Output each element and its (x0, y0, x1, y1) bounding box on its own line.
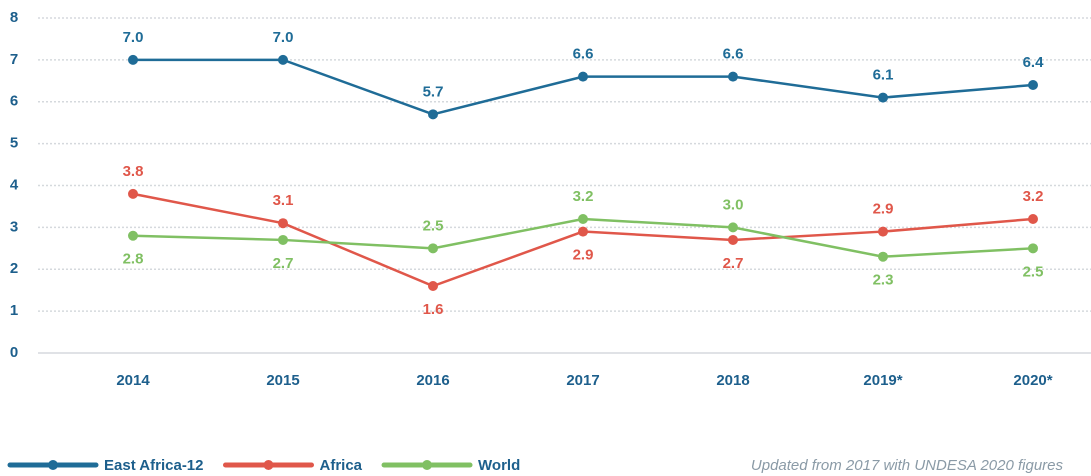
data-label: 2.5 (1023, 263, 1044, 280)
data-point (428, 281, 438, 291)
data-label: 2.3 (873, 272, 894, 289)
series-line (133, 58, 1034, 116)
data-label: 1.6 (423, 301, 444, 318)
data-label: 6.6 (573, 46, 594, 63)
data-label: 5.7 (423, 83, 444, 100)
data-point (278, 218, 288, 229)
data-point (728, 71, 738, 82)
data-point (128, 54, 138, 65)
data-point (578, 214, 588, 224)
y-tick-label: 4 (10, 176, 19, 193)
data-label: 7.0 (273, 29, 294, 46)
data-label: 3.2 (573, 188, 594, 205)
x-tick-label: 2016 (416, 372, 449, 389)
data-label: 6.6 (723, 46, 744, 63)
legend-marker (422, 460, 433, 470)
x-tick-label: 2018 (716, 372, 749, 389)
data-label: 2.9 (873, 201, 894, 218)
data-point (878, 226, 888, 237)
data-label: 2.8 (123, 251, 144, 268)
x-tick-label: 2017 (566, 372, 599, 389)
data-point (428, 243, 438, 254)
data-point (878, 92, 888, 103)
legend-label: Africa (320, 457, 363, 474)
y-tick-label: 3 (10, 218, 18, 235)
legend-marker (263, 460, 274, 470)
data-label: 6.4 (1023, 54, 1045, 71)
y-tick-label: 1 (10, 302, 18, 319)
data-point (728, 234, 738, 245)
data-label: 2.7 (273, 255, 294, 272)
data-point (128, 230, 138, 241)
data-label: 2.5 (423, 217, 444, 234)
x-tick-label: 2019* (863, 372, 902, 389)
data-point (278, 234, 288, 245)
data-label: 3.1 (273, 192, 294, 209)
data-label: 3.2 (1023, 188, 1044, 205)
data-label: 6.1 (873, 67, 894, 84)
data-point (578, 226, 588, 237)
data-label: 2.9 (573, 247, 594, 264)
data-point (878, 251, 888, 262)
data-point (1028, 214, 1038, 224)
data-point (728, 222, 738, 233)
y-tick-label: 5 (10, 135, 18, 152)
data-point (128, 188, 138, 199)
data-point (428, 109, 438, 120)
y-tick-label: 0 (10, 344, 18, 361)
data-label: 3.0 (723, 196, 744, 213)
data-label: 7.0 (123, 29, 144, 46)
x-tick-label: 2020* (1013, 372, 1052, 389)
legend-label: East Africa-12 (104, 457, 204, 474)
data-label: 3.8 (123, 163, 144, 180)
data-point (1028, 80, 1038, 90)
data-point (278, 54, 288, 65)
legend-label: World (478, 457, 520, 474)
footnote: Updated from 2017 with UNDESA 2020 figur… (751, 457, 1064, 474)
y-tick-label: 8 (10, 9, 18, 26)
data-label: 2.7 (723, 255, 744, 272)
y-tick-label: 6 (10, 93, 18, 110)
y-tick-label: 7 (10, 51, 18, 68)
x-tick-label: 2014 (116, 372, 150, 389)
data-point (578, 71, 588, 82)
data-point (1028, 243, 1038, 254)
y-tick-label: 2 (10, 260, 18, 277)
legend-marker (48, 460, 58, 470)
x-tick-label: 2015 (266, 372, 299, 389)
